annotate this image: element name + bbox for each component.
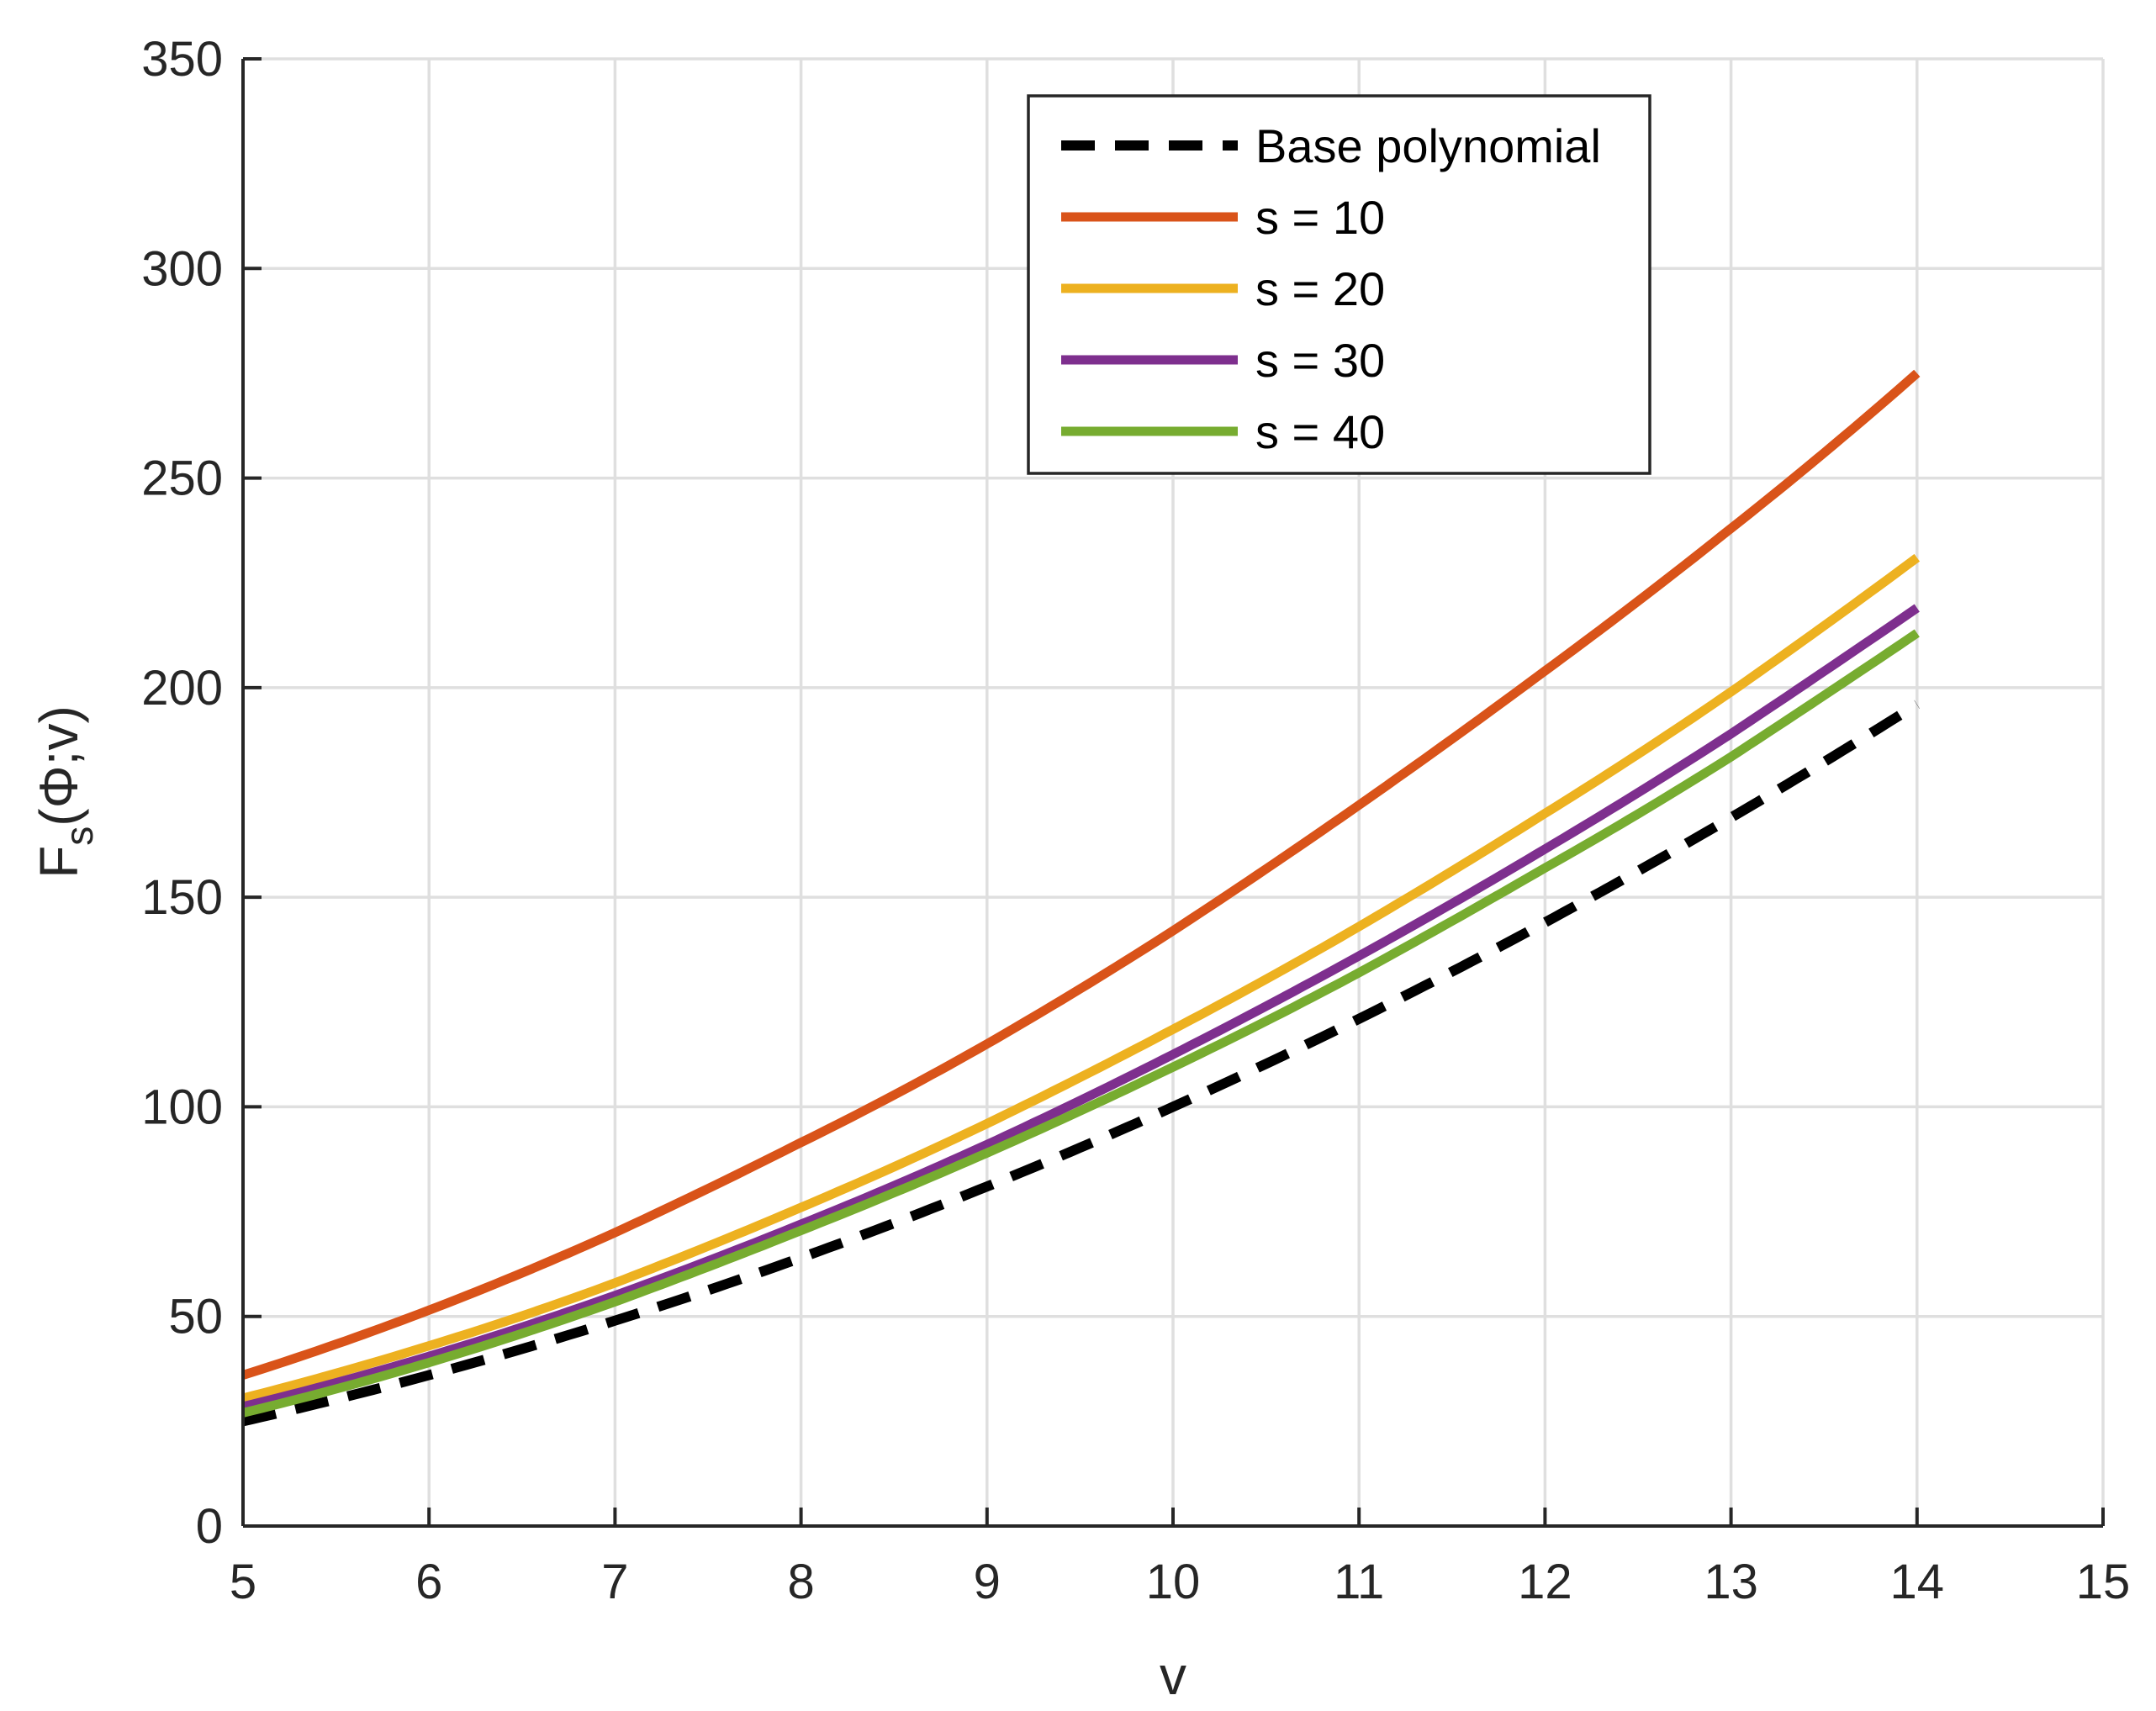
- x-tick-label: 8: [787, 1555, 814, 1609]
- legend: Base polynomial s = 10 s = 20 s = 30 s = 40: [1027, 94, 1651, 475]
- x-tick-label: 6: [415, 1555, 442, 1609]
- legend-label: s = 30: [1255, 334, 1385, 387]
- series-line-2: [241, 553, 1921, 1403]
- x-axis-title: v: [1160, 1645, 1186, 1706]
- y-axis-title: Fs(Φ;v): [29, 705, 101, 879]
- series-line-0: [241, 700, 1921, 1427]
- legend-label: s = 20: [1255, 262, 1385, 315]
- x-tick-label: 15: [2076, 1555, 2131, 1609]
- x-tick-label: 13: [1704, 1555, 1758, 1609]
- y-axis-title-rest: (Φ;v): [29, 705, 89, 826]
- y-tick-label: 200: [141, 661, 223, 716]
- y-tick-label: 0: [196, 1499, 223, 1554]
- x-tick-labels: 5 6 7 8 9 10 11 12 13 14 15: [230, 1555, 2130, 1609]
- x-tick-label: 5: [230, 1555, 256, 1609]
- x-tick-label: 9: [974, 1555, 1001, 1609]
- x-tick-label: 7: [601, 1555, 628, 1609]
- y-tick-label: 150: [141, 870, 223, 925]
- y-tick-label: 300: [141, 241, 223, 296]
- series-line-3: [241, 604, 1920, 1412]
- legend-label: Base polynomial: [1255, 119, 1601, 172]
- y-tick-label: 250: [141, 452, 223, 506]
- x-tick-label: 11: [1334, 1555, 1384, 1609]
- axes: [241, 57, 2105, 1528]
- y-tick-label: 100: [141, 1080, 223, 1134]
- series-group: [241, 369, 1921, 1427]
- legend-label: s = 10: [1255, 191, 1385, 244]
- legend-label: s = 40: [1255, 405, 1385, 458]
- y-axis-title-sub: s: [57, 826, 101, 846]
- x-tick-label: 12: [1518, 1555, 1572, 1609]
- series-line-1: [241, 369, 1921, 1380]
- y-tick-label: 350: [141, 32, 223, 87]
- y-tick-label: 50: [168, 1290, 223, 1344]
- x-tick-label: 10: [1146, 1555, 1201, 1609]
- series-line-4: [241, 629, 1920, 1418]
- y-tick-labels: 0 50 100 150 200 250 300 350: [141, 32, 223, 1554]
- y-axis-title-main: F: [29, 846, 89, 879]
- x-tick-label: 14: [1890, 1555, 1945, 1609]
